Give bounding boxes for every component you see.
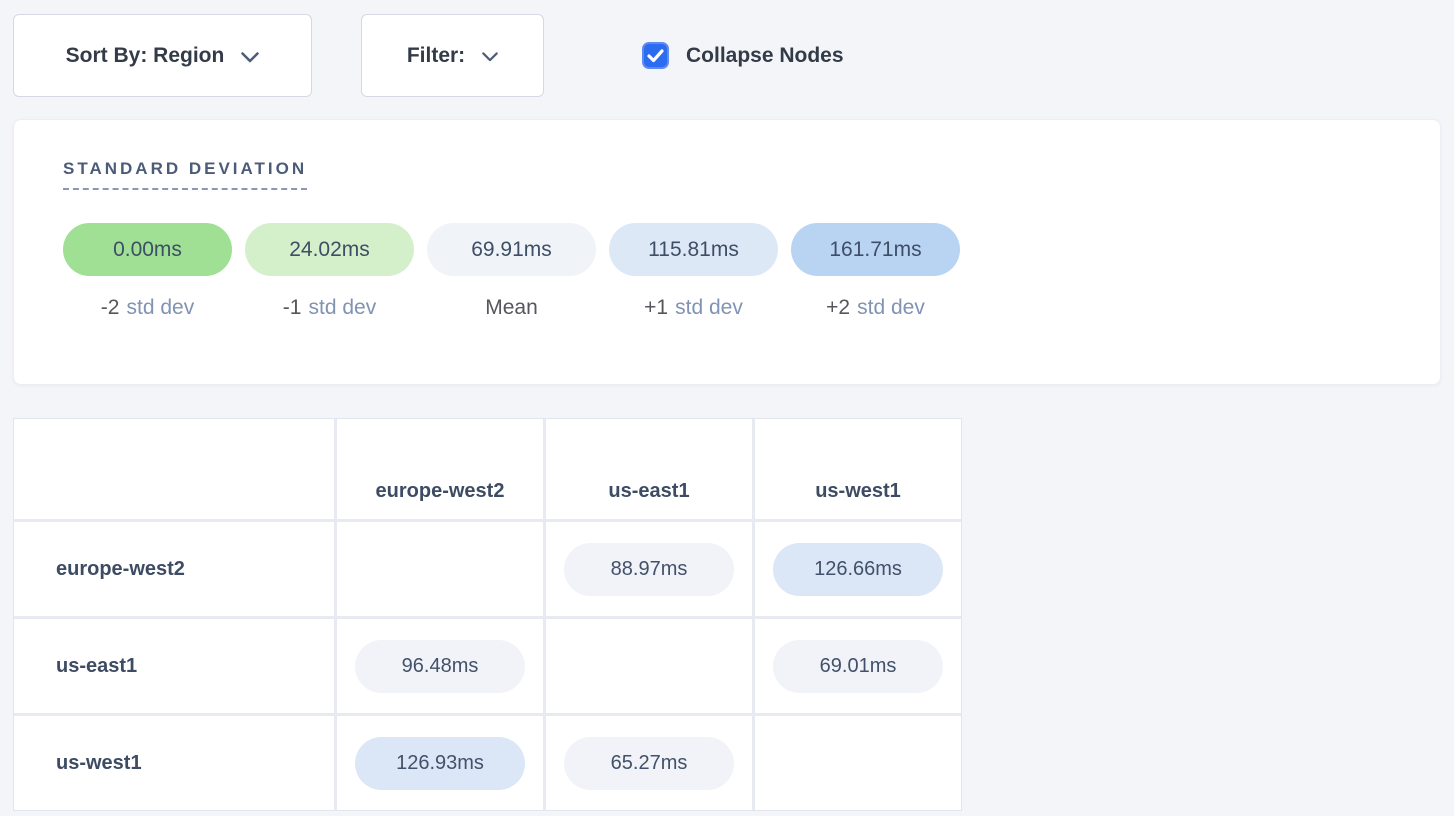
latency-pill: 96.48ms	[355, 639, 525, 693]
legend-label-prefix: +1	[644, 296, 669, 319]
filter-select[interactable]: Filter:	[361, 14, 544, 97]
latency-pill: 65.27ms	[564, 736, 734, 790]
latency-cell: 126.66ms	[755, 522, 961, 616]
collapse-nodes-label: Collapse Nodes	[686, 43, 844, 67]
legend-pill-value: 161.71ms	[829, 237, 922, 261]
legend-item: 69.91ms Mean	[427, 223, 596, 320]
legend-label-prefix: Mean	[485, 296, 538, 319]
legend-pill: 69.91ms	[427, 223, 596, 276]
latency-cell	[546, 619, 752, 713]
chevron-down-icon	[482, 52, 498, 62]
latency-cell	[755, 716, 961, 810]
latency-cell: 69.01ms	[755, 619, 961, 713]
legend-item: 161.71ms +2 std dev	[791, 223, 960, 320]
legend-pill: 115.81ms	[609, 223, 778, 276]
latency-pill: 126.66ms	[773, 542, 943, 596]
latency-cell: 65.27ms	[546, 716, 752, 810]
std-dev-title[interactable]: STANDARD DEVIATION	[63, 159, 308, 190]
legend-label-suffix: std dev	[675, 296, 743, 319]
legend-label-suffix: std dev	[126, 296, 195, 319]
legend-item: 24.02ms -1 std dev	[245, 223, 414, 320]
legend-pill: 161.71ms	[791, 223, 960, 276]
legend-pill-value: 115.81ms	[648, 237, 739, 261]
legend-pill: 0.00ms	[63, 223, 232, 276]
legend-label-prefix: +2	[826, 296, 851, 319]
row-header: us-east1	[14, 619, 334, 713]
sort-by-select[interactable]: Sort By: Region	[13, 14, 312, 97]
legend-pill-value: 24.02ms	[289, 237, 370, 261]
legend-label: -1 std dev	[283, 296, 376, 320]
checkmark-icon	[647, 48, 664, 63]
legend-label: +2 std dev	[826, 296, 925, 320]
legend-pill: 24.02ms	[245, 223, 414, 276]
column-header: us-east1	[546, 419, 752, 519]
toolbar: Sort By: Region Filter: Collapse Nodes	[13, 14, 1441, 97]
sort-by-label: Sort By: Region	[65, 43, 225, 67]
column-header: us-west1	[755, 419, 961, 519]
std-dev-card: STANDARD DEVIATION 0.00ms -2 std dev 24.…	[13, 119, 1441, 385]
latency-cell: 96.48ms	[337, 619, 543, 713]
legend-label: +1 std dev	[644, 296, 743, 320]
chevron-down-icon	[241, 51, 260, 63]
latency-pill: 126.93ms	[355, 736, 525, 790]
legend-label-suffix: std dev	[857, 296, 925, 319]
latency-pill: 88.97ms	[564, 542, 734, 596]
matrix-corner-cell	[14, 419, 334, 519]
legend-pill-value: 0.00ms	[113, 237, 182, 261]
legend-row: 0.00ms -2 std dev 24.02ms -1 std dev 69.…	[63, 223, 1391, 320]
legend-label: -2 std dev	[101, 296, 194, 320]
row-header: europe-west2	[14, 522, 334, 616]
legend-pill-value: 69.91ms	[471, 237, 552, 261]
collapse-nodes-toggle[interactable]: Collapse Nodes	[642, 14, 844, 97]
latency-cell: 126.93ms	[337, 716, 543, 810]
legend-label: Mean	[485, 296, 538, 320]
legend-item: 0.00ms -2 std dev	[63, 223, 232, 320]
latency-matrix: europe-west2 us-east1 us-west1 europe-west2…	[13, 418, 962, 811]
latency-cell: 88.97ms	[546, 522, 752, 616]
filter-label: Filter:	[406, 43, 466, 67]
legend-item: 115.81ms +1 std dev	[609, 223, 778, 320]
legend-label-suffix: std dev	[308, 296, 377, 319]
collapse-nodes-checkbox[interactable]	[642, 42, 669, 69]
latency-cell	[337, 522, 543, 616]
column-header: europe-west2	[337, 419, 543, 519]
legend-label-prefix: -2	[100, 296, 120, 319]
legend-label-prefix: -1	[282, 296, 302, 319]
row-header: us-west1	[14, 716, 334, 810]
latency-pill: 69.01ms	[773, 639, 943, 693]
